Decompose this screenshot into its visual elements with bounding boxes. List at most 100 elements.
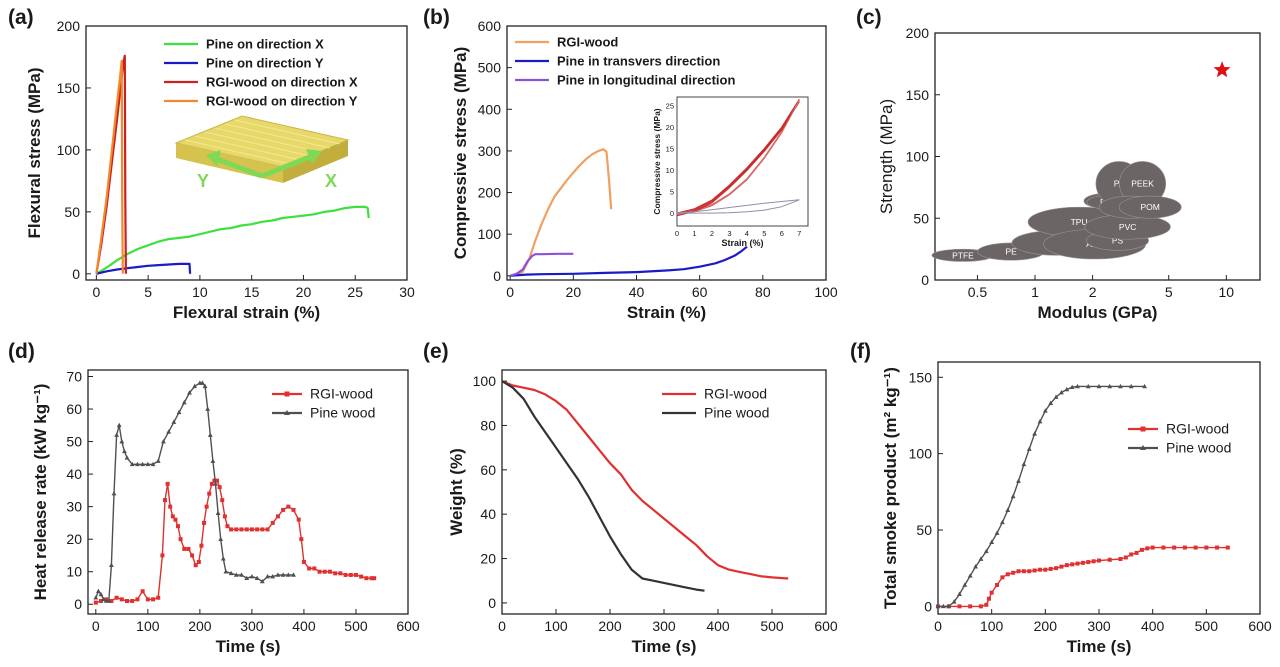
data-point <box>1021 461 1027 467</box>
data-point <box>1123 555 1128 560</box>
data-point <box>1048 400 1054 406</box>
x-tick-label: 100 <box>814 284 838 300</box>
data-point <box>1026 446 1032 451</box>
series-line <box>95 479 375 604</box>
data-point <box>160 553 165 558</box>
data-point <box>1118 557 1123 562</box>
series-line <box>95 59 124 274</box>
y-axis-label: Weight (%) <box>447 448 466 536</box>
data-point <box>343 572 348 577</box>
data-point <box>1139 547 1144 552</box>
data-point <box>176 524 181 529</box>
data-point <box>239 527 244 532</box>
y-tick-label: 0 <box>488 595 496 611</box>
data-point <box>265 527 270 532</box>
series-line <box>95 205 370 275</box>
data-point <box>989 590 994 595</box>
data-point <box>1032 568 1037 573</box>
data-point <box>327 569 332 574</box>
data-point <box>1075 561 1080 566</box>
data-point <box>1215 545 1220 550</box>
y-tick-label: 50 <box>916 522 932 538</box>
data-point <box>114 432 120 437</box>
y-tick-label: 0 <box>72 266 80 282</box>
x-tick-label: 5 <box>1165 284 1173 300</box>
data-point <box>254 575 260 581</box>
legend-label: Pine wood <box>1166 440 1231 456</box>
data-point <box>205 406 211 411</box>
inset-y-tick-label: 25 <box>666 102 674 111</box>
legend-marker <box>1140 445 1146 450</box>
data-point <box>98 591 104 597</box>
data-point <box>207 491 212 496</box>
data-point <box>940 603 946 609</box>
y-axis-label: Flexural stress (MPa) <box>25 67 44 238</box>
data-point <box>229 527 234 532</box>
data-point <box>129 461 135 467</box>
data-point <box>1037 567 1042 572</box>
data-point <box>218 536 224 541</box>
data-point <box>1070 562 1075 567</box>
annotation-y: Y <box>197 171 209 191</box>
panel-label: (d) <box>8 340 35 363</box>
data-point <box>135 461 140 467</box>
data-point <box>181 399 187 405</box>
inset-y-tick-label: 0 <box>670 209 674 218</box>
inset-loop-load <box>676 98 800 214</box>
data-point <box>973 564 978 569</box>
material-label: PE <box>1005 247 1017 257</box>
inset-x-tick-label: 7 <box>797 229 801 238</box>
y-tick-label: 0 <box>924 598 932 614</box>
panel-label: (b) <box>423 6 450 29</box>
series-line <box>938 385 1145 608</box>
data-point <box>1042 408 1048 413</box>
data-point <box>935 603 941 609</box>
data-point <box>193 563 198 568</box>
data-point <box>213 481 218 486</box>
data-point <box>1027 569 1032 574</box>
data-point <box>244 575 250 581</box>
annotation-x: X <box>325 171 337 191</box>
data-point <box>1048 566 1053 571</box>
legend-label: RGI-wood on direction Y <box>206 94 358 109</box>
panel-e: (e) 0 100 200 300 400 500 600 0 20 40 60 80 100 Time (… <box>423 340 838 656</box>
inset-y-tick-label: 15 <box>666 145 674 154</box>
data-point <box>122 448 127 454</box>
data-point <box>239 572 244 577</box>
data-point <box>1091 559 1096 564</box>
y-tick-label: 80 <box>480 417 496 433</box>
data-point <box>233 572 239 577</box>
legend-marker <box>284 391 290 397</box>
data-point <box>225 524 230 529</box>
x-tick-label: 0 <box>92 284 100 300</box>
x-tick-label: 400 <box>706 618 730 634</box>
legend-label: RGI-wood <box>557 35 618 50</box>
data-point <box>228 570 234 576</box>
data-point <box>275 572 281 577</box>
material-label: POM <box>1141 202 1160 212</box>
x-tick-label: 1 <box>1031 284 1039 300</box>
data-point <box>202 520 207 525</box>
data-point <box>265 573 270 579</box>
data-point <box>291 572 296 577</box>
y-tick-label: 100 <box>57 142 81 158</box>
y-tick-label: 50 <box>64 204 80 220</box>
legend-label: RGI-wood <box>704 386 767 402</box>
x-tick-label: 0 <box>92 618 100 634</box>
x-tick-label: 300 <box>240 618 264 634</box>
data-point <box>946 603 952 609</box>
data-point <box>150 461 156 467</box>
x-tick-label: 0 <box>934 618 942 634</box>
wood-block-side <box>283 140 348 183</box>
data-point <box>1085 383 1091 389</box>
arrow-x-head <box>306 149 322 164</box>
data-point <box>140 461 146 467</box>
x-tick-label: 2 <box>1089 284 1097 300</box>
data-point <box>145 461 151 467</box>
data-point <box>1225 545 1230 550</box>
material-label: PVC <box>1119 222 1136 232</box>
y-tick-label: 600 <box>478 18 502 34</box>
y-axis-label: Heat release rate (kW kg⁻¹) <box>31 384 50 601</box>
material-label: PS <box>1112 235 1124 245</box>
data-point <box>176 409 182 415</box>
